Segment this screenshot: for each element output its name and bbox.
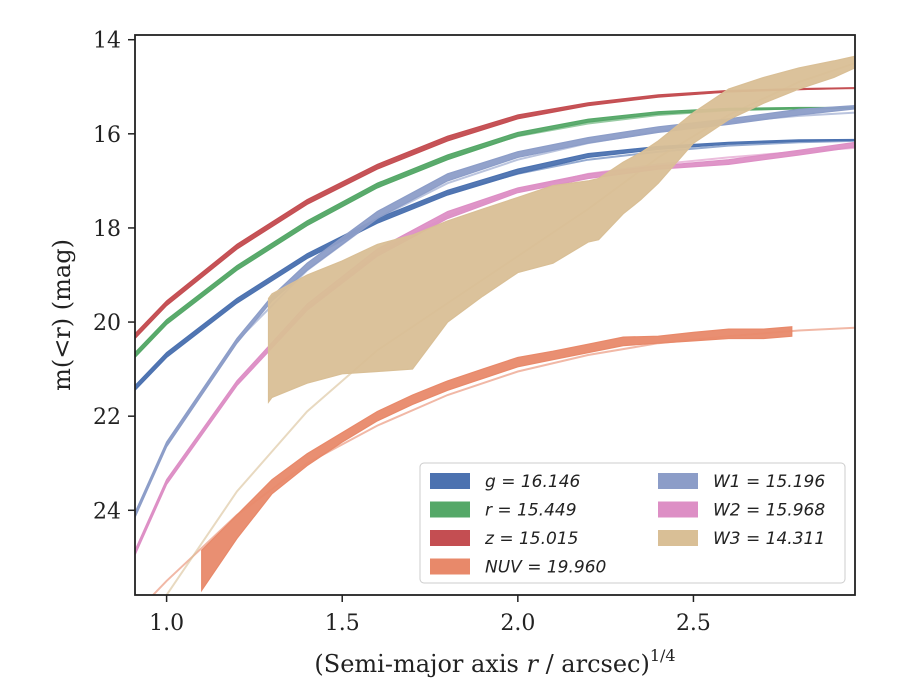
series-nuv-band [201, 326, 793, 593]
y-tick-label: 16 [93, 123, 121, 148]
series-w1-model-line [135, 111, 855, 516]
series-z-band [135, 87, 855, 340]
y-tick-label: 24 [93, 499, 121, 524]
y-tick-label: 20 [93, 311, 121, 336]
y-axis: 14 16 18 20 22 24 [93, 29, 135, 524]
x-tick-label: 2.0 [500, 611, 535, 636]
legend-swatch-nuv [430, 558, 470, 575]
legend-label-w3: W3 = 14.311 [713, 529, 825, 549]
legend-swatch-g [430, 473, 470, 489]
legend-label-w2: W2 = 15.968 [713, 501, 825, 521]
legend: g = 16.146 W1 = 15.196 r = 15.449 W2 = 15.9… [419, 462, 846, 584]
legend-label-w1: W1 = 15.196 [713, 472, 825, 492]
legend-swatch-r [430, 501, 470, 518]
legend-swatch-w3 [658, 530, 698, 546]
legend-label-z: z = 15.015 [484, 529, 578, 549]
x-axis-label: (Semi-major axis r / arcsec)1/4 [314, 646, 675, 678]
series-layer [135, 55, 855, 595]
legend-swatch-w2 [658, 501, 698, 518]
legend-label-nuv: NUV = 19.960 [485, 558, 606, 578]
legend-swatch-z [430, 530, 470, 546]
x-tick-label: 1.0 [149, 611, 184, 636]
series-w3-band [267, 55, 855, 404]
legend-label-g: g = 16.146 [485, 472, 581, 492]
series-r-band [135, 106, 855, 359]
legend-swatch-w1 [658, 473, 698, 489]
x-tick-label: 2.5 [676, 611, 711, 636]
legend-label-r: r = 15.449 [485, 501, 577, 521]
x-axis: 1.0 1.5 2.0 2.5 [149, 595, 711, 636]
legend-frame [419, 462, 846, 584]
y-axis-label: m(<r) (mag) [48, 239, 76, 391]
y-tick-label: 18 [93, 217, 121, 242]
plot-frame [134, 34, 856, 596]
y-tick-label: 14 [93, 29, 121, 54]
x-tick-label: 1.5 [325, 611, 360, 636]
y-tick-label: 22 [93, 405, 121, 430]
